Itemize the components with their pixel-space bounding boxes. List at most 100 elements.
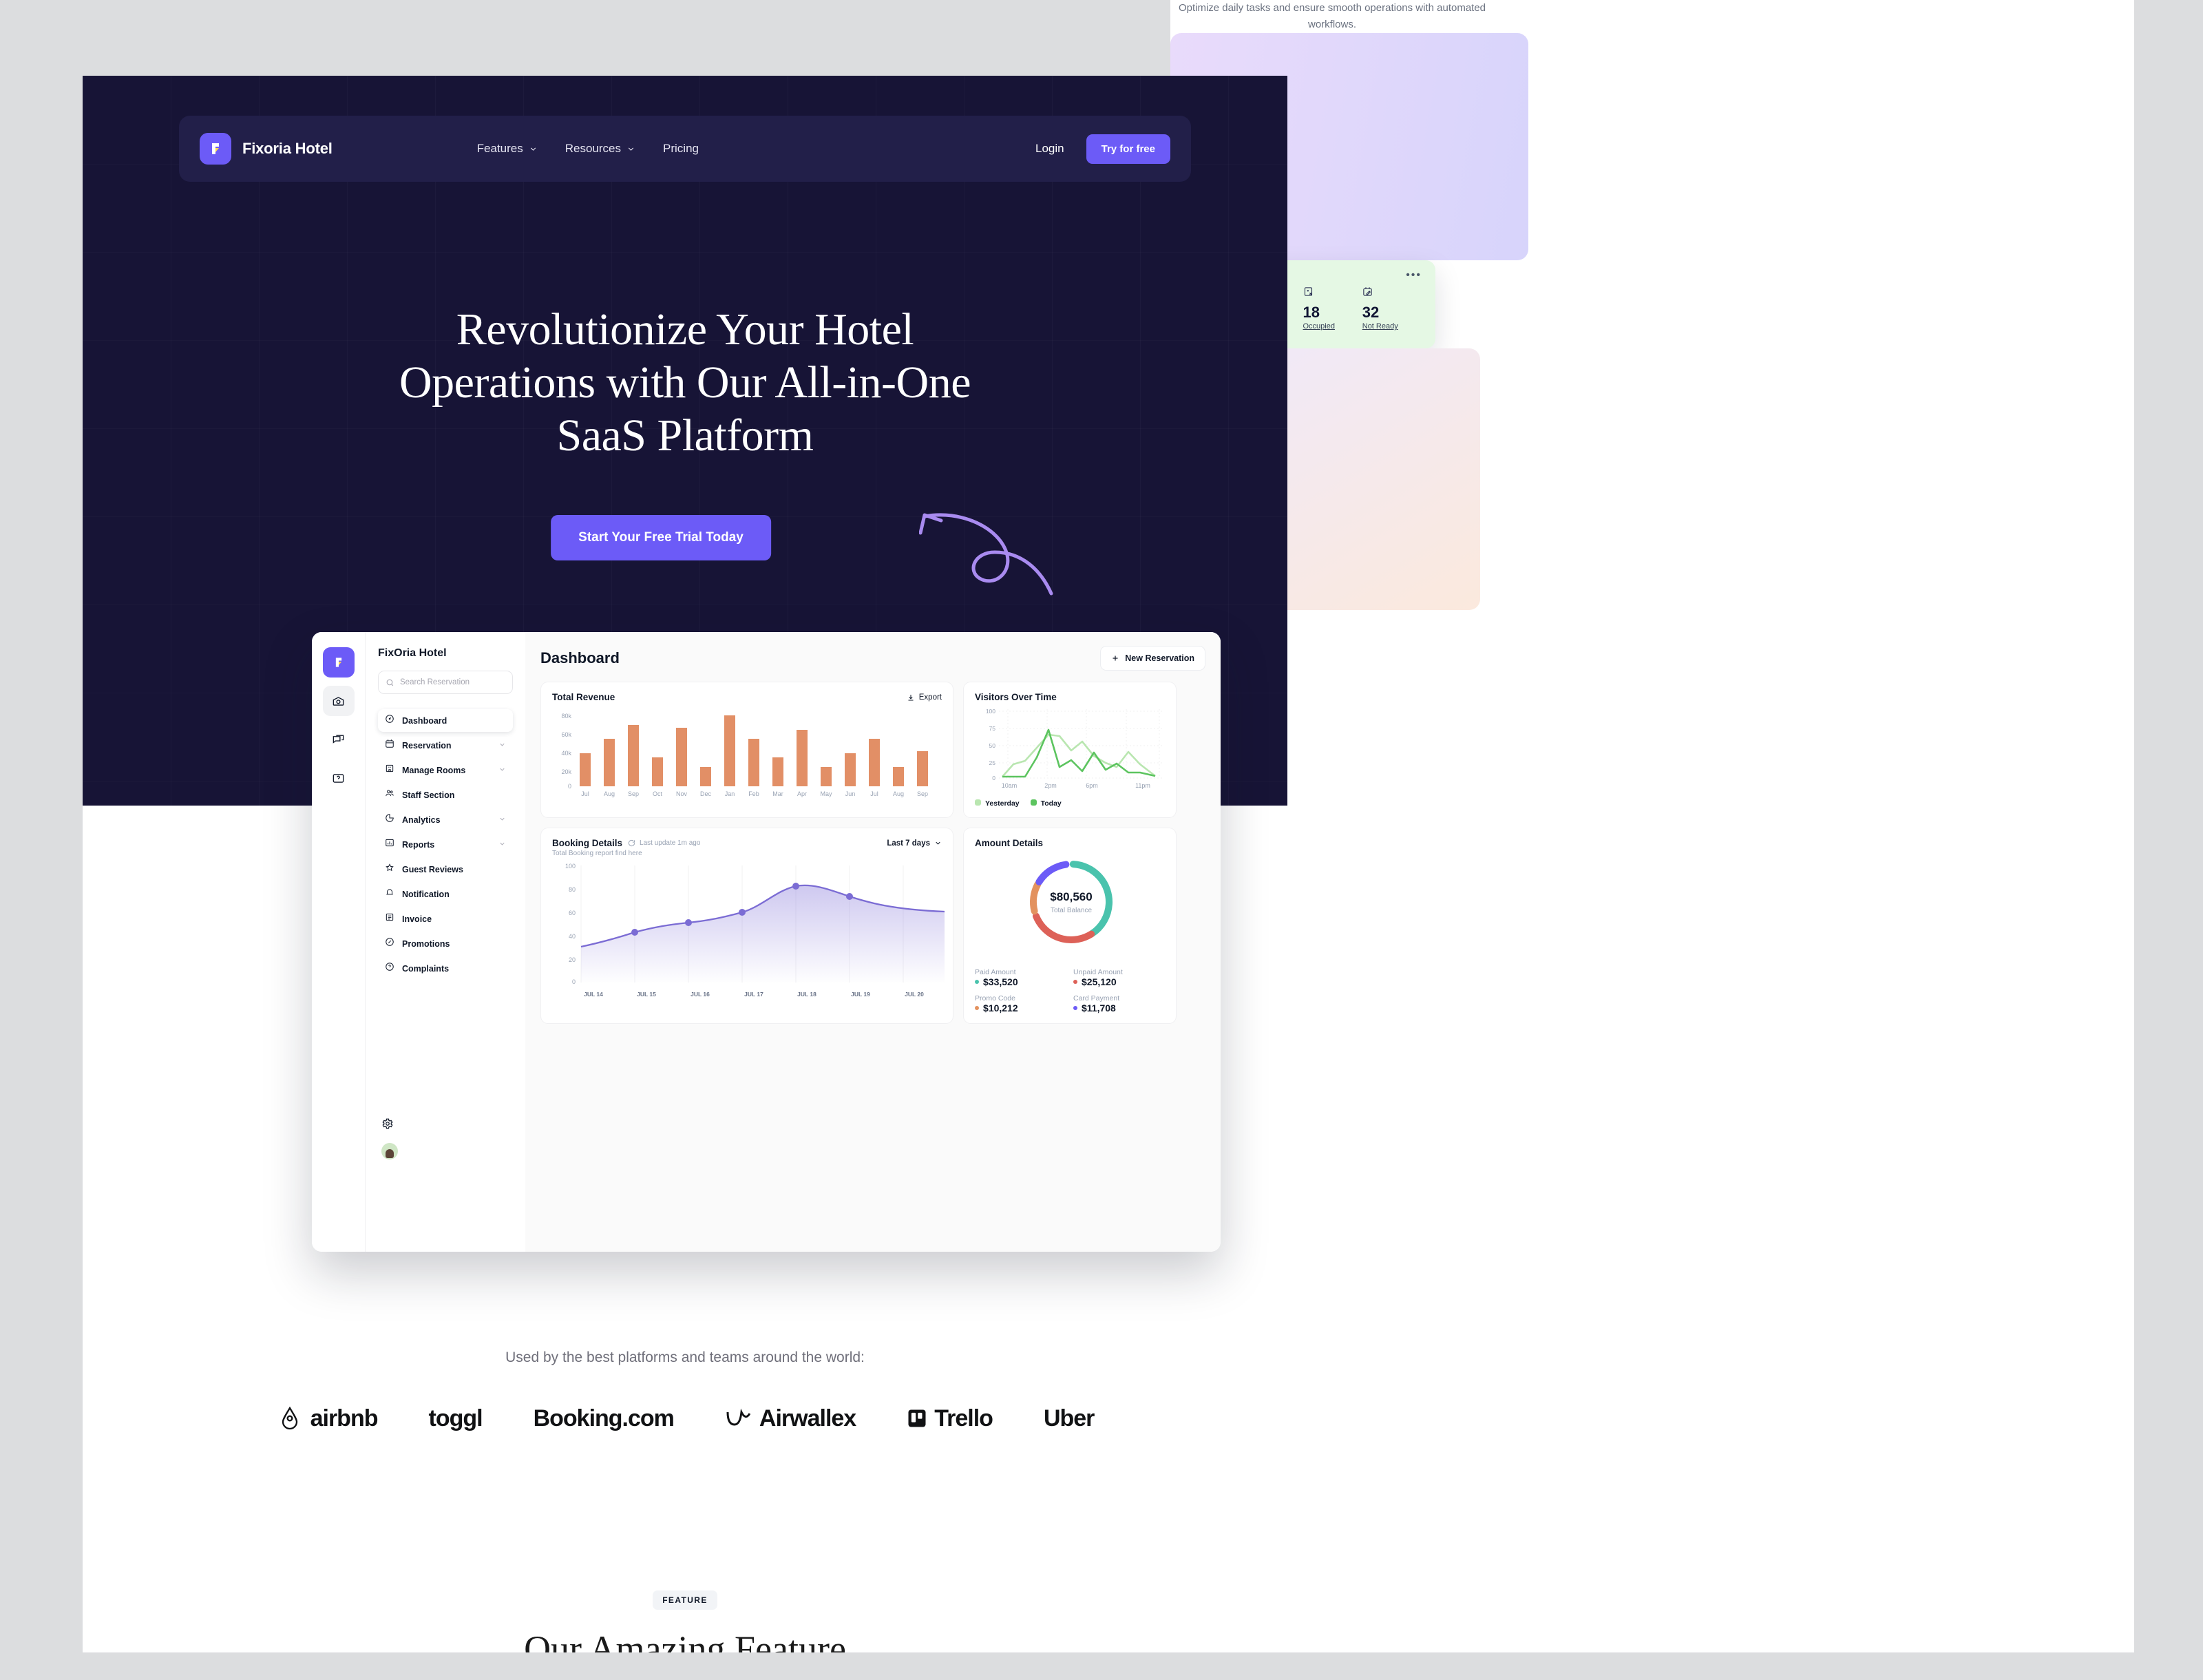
legend-yesterday: Yesterday (975, 799, 1020, 808)
sidebar-item-reports[interactable]: Reports (378, 833, 513, 856)
calendar-icon (385, 739, 394, 752)
export-button[interactable]: Export (907, 693, 942, 702)
visitors-over-time-card: Visitors Over Time (963, 682, 1177, 818)
gear-icon[interactable] (381, 1117, 513, 1133)
sidebar-item-invoice[interactable]: Invoice (378, 907, 513, 930)
visitors-line-chart: 100 75 50 25 0 10am 2pm 6pm 11pm (986, 708, 1164, 789)
sidebar-item-notification[interactable]: Notification (378, 883, 513, 905)
svg-text:50: 50 (989, 742, 996, 749)
try-for-free-button[interactable]: Try for free (1086, 134, 1170, 164)
svg-text:JUL 14: JUL 14 (584, 991, 603, 998)
sidebar-item-label: Staff Section (402, 790, 455, 800)
amount-details-donut-chart: $80,560 Total Balance (1030, 861, 1113, 943)
trello-icon (908, 1409, 926, 1427)
chevron-down-icon (628, 147, 634, 151)
logo-trello: Trello (907, 1405, 993, 1432)
brand-logo-icon[interactable] (200, 133, 231, 165)
chevron-down-icon (530, 147, 536, 151)
primary-page: Fixoria Hotel Features Resources Pricing… (83, 76, 1287, 1652)
feature-badge: FEATURE (653, 1590, 717, 1610)
sidebar-item-label: Manage Rooms (402, 765, 466, 775)
svg-text:Jul: Jul (581, 790, 589, 797)
svg-text:JUL 16: JUL 16 (691, 991, 710, 998)
chat-icon[interactable] (323, 724, 355, 755)
svg-text:60: 60 (569, 910, 576, 916)
camera-icon[interactable] (322, 686, 355, 716)
start-free-trial-button[interactable]: Start Your Free Trial Today (551, 515, 771, 560)
dashboard-screenshot: FixOria Hotel Search Reservation Dashboa… (312, 632, 1221, 1252)
svg-text:Mar: Mar (772, 790, 783, 797)
sidebar-item-label: Reports (402, 839, 435, 850)
range-select[interactable]: Last 7 days (887, 839, 942, 848)
svg-text:JUL 20: JUL 20 (905, 991, 924, 998)
sidebar-item-label: Guest Reviews (402, 864, 463, 874)
logos-caption: Used by the best platforms and teams aro… (505, 1350, 865, 1365)
amount-item-unpaid: Unpaid Amount $25,120 (1073, 968, 1123, 987)
booking-details-card: Booking Details Last update 1m ago Last … (540, 828, 953, 1024)
airbnb-icon (282, 1406, 297, 1430)
sidebar-item-dashboard[interactable]: Dashboard (378, 709, 513, 732)
search-icon (386, 679, 394, 686)
nav-item-features[interactable]: Features (477, 142, 538, 156)
app-logo-icon[interactable] (322, 647, 355, 678)
nav-item-pricing[interactable]: Pricing (663, 142, 699, 155)
hero-curved-arrow-icon (919, 513, 1053, 596)
svg-text:25: 25 (989, 759, 996, 766)
star-icon (385, 863, 394, 876)
logo-airbnb: airbnb (276, 1405, 378, 1432)
search-placeholder: Search Reservation (400, 678, 470, 686)
nav-item-resources[interactable]: Resources (565, 142, 635, 156)
sidebar-item-complaints[interactable]: Complaints (378, 957, 513, 980)
total-revenue-card: Total Revenue Export 80k 60k 40k 20k 0 (540, 682, 953, 818)
chevron-down-icon[interactable] (498, 739, 506, 752)
discount-icon (385, 937, 394, 950)
chevron-down-icon[interactable] (498, 839, 506, 851)
booking-details-title: Booking Details (552, 838, 623, 848)
hero-line-1: Revolutionize Your Hotel (456, 304, 914, 355)
more-options-icon[interactable]: ••• (1406, 269, 1422, 281)
svg-text:6pm: 6pm (1086, 782, 1098, 789)
stat-label: Not Ready (1362, 322, 1398, 331)
dashboard-icon-rail (312, 632, 366, 1252)
sidebar-item-manage-rooms[interactable]: Manage Rooms (378, 759, 513, 781)
svg-text:Sep: Sep (917, 790, 928, 797)
sidebar-item-guest-reviews[interactable]: Guest Reviews (378, 858, 513, 881)
page-title: Dashboard (540, 649, 620, 666)
search-input[interactable]: Search Reservation (378, 671, 513, 694)
sidebar-item-label: Notification (402, 889, 450, 899)
svg-text:JUL 17: JUL 17 (744, 991, 763, 998)
svg-text:JUL 15: JUL 15 (637, 991, 656, 998)
avatar[interactable] (381, 1143, 398, 1159)
amount-item-card: Card Payment $11,708 (1073, 994, 1120, 1014)
hero-heading: Revolutionize Your Hotel Operations with… (83, 303, 1287, 463)
svg-text:10am: 10am (1002, 782, 1018, 789)
question-icon (385, 962, 394, 975)
help-icon[interactable] (323, 763, 355, 793)
sidebar-item-analytics[interactable]: Analytics (378, 808, 513, 831)
svg-text:80: 80 (569, 886, 576, 893)
sidebar-item-reservation[interactable]: Reservation (378, 734, 513, 757)
sidebar-item-promotions[interactable]: Promotions (378, 932, 513, 955)
donut-total-value: $80,560 (1050, 890, 1092, 903)
refresh-icon (628, 839, 635, 847)
new-reservation-button[interactable]: New Reservation (1100, 646, 1205, 671)
svg-text:Sep: Sep (628, 790, 639, 797)
chevron-down-icon[interactable] (498, 764, 506, 777)
sidebar-item-label: Dashboard (402, 715, 447, 726)
hero-line-3: SaaS Platform (556, 410, 814, 461)
legend-today: Today (1030, 799, 1062, 808)
bar-chart-icon (385, 838, 394, 851)
sidebar-item-staff-section[interactable]: Staff Section (378, 784, 513, 806)
page-right-gutter (2134, 0, 2203, 1652)
people-icon (385, 788, 394, 801)
chevron-down-icon[interactable] (498, 814, 506, 826)
dashboard-brand: FixOria Hotel (378, 647, 447, 659)
login-link[interactable]: Login (1035, 142, 1064, 155)
svg-text:Aug: Aug (604, 790, 615, 797)
amount-item-paid: Paid Amount $33,520 (975, 968, 1018, 987)
download-icon (908, 694, 914, 700)
svg-text:100: 100 (565, 863, 576, 870)
svg-text:0: 0 (568, 783, 571, 790)
hero-section: Fixoria Hotel Features Resources Pricing… (83, 76, 1287, 806)
stat-value: 18 (1303, 304, 1320, 321)
